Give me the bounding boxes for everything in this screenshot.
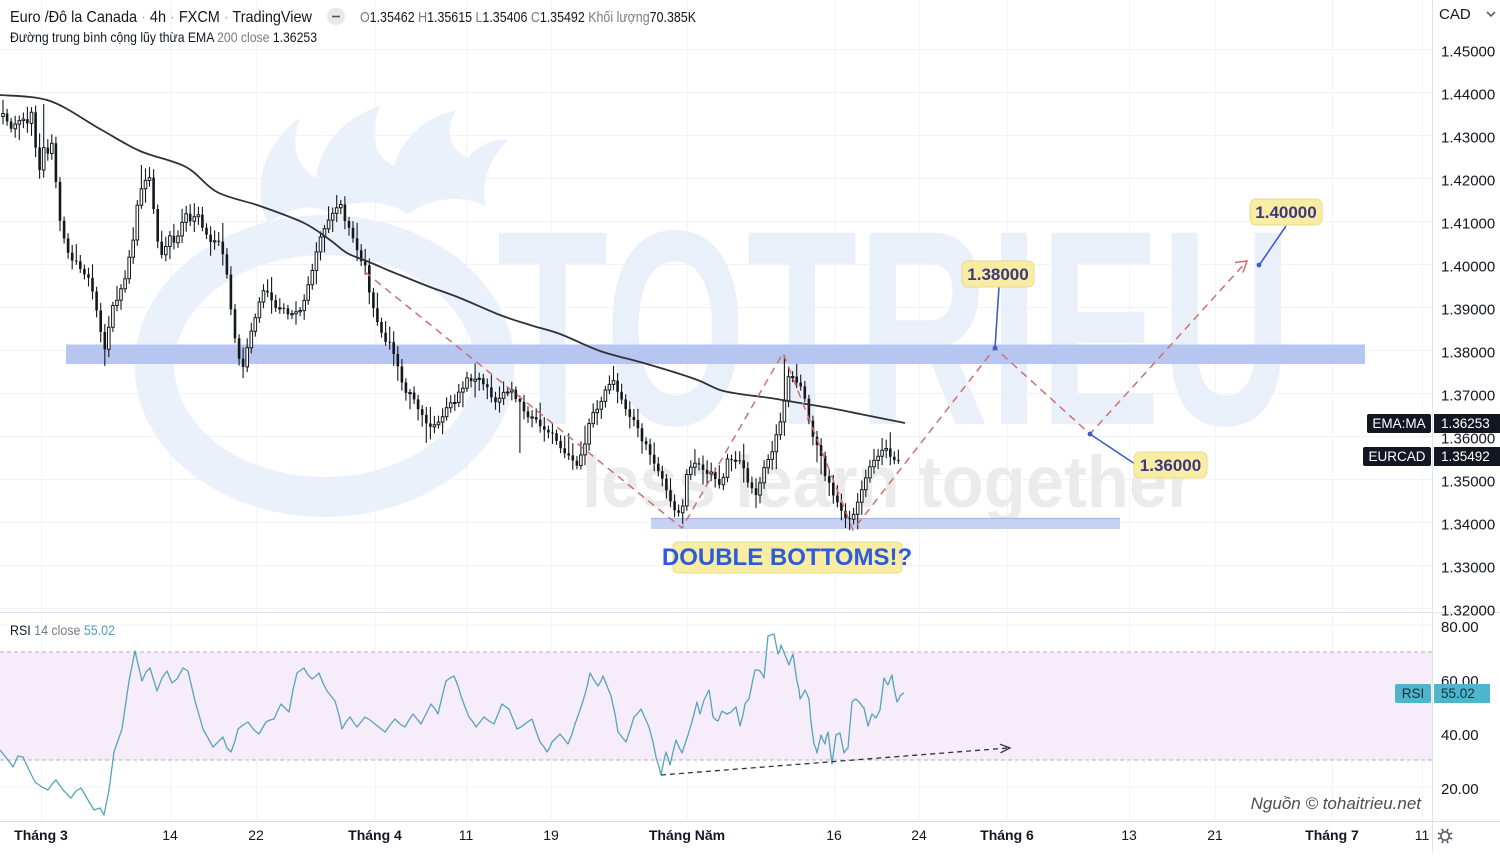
svg-text:Tháng 4: Tháng 4 — [348, 827, 402, 843]
svg-text:less learn together: less learn together — [582, 442, 1194, 523]
svg-text:24: 24 — [911, 827, 927, 843]
svg-text:RSI: RSI — [1402, 686, 1425, 701]
svg-text:Euro /Đô la Canada · 4h · FXCM: Euro /Đô la Canada · 4h · FXCM · Trading… — [10, 9, 312, 26]
svg-text:11: 11 — [459, 827, 474, 843]
svg-text:11: 11 — [1415, 827, 1430, 843]
svg-text:Đường trung bình cộng lũy thừa: Đường trung bình cộng lũy thừa EMA 200 c… — [10, 29, 317, 45]
svg-text:1.36000: 1.36000 — [1441, 431, 1495, 448]
svg-text:EURCAD: EURCAD — [1368, 449, 1425, 464]
svg-text:40.00: 40.00 — [1441, 727, 1479, 744]
svg-text:1.44000: 1.44000 — [1441, 87, 1495, 104]
svg-text:1.38000: 1.38000 — [967, 265, 1028, 284]
svg-text:1.33000: 1.33000 — [1441, 560, 1495, 577]
svg-text:1.34000: 1.34000 — [1441, 517, 1495, 534]
svg-text:13: 13 — [1121, 827, 1137, 843]
svg-text:1.40000: 1.40000 — [1255, 203, 1316, 222]
svg-text:1.40000: 1.40000 — [1441, 259, 1495, 276]
svg-text:20.00: 20.00 — [1441, 781, 1479, 798]
svg-text:19: 19 — [543, 827, 559, 843]
svg-text:1.37000: 1.37000 — [1441, 388, 1495, 405]
svg-text:RSI 14 close 55.02: RSI 14 close 55.02 — [10, 622, 115, 638]
svg-text:Tháng 3: Tháng 3 — [14, 827, 68, 843]
svg-text:CAD: CAD — [1439, 6, 1471, 23]
svg-text:1.36253: 1.36253 — [1441, 416, 1490, 431]
svg-text:O1.35462 H1.35615 L1.35406 C1.: O1.35462 H1.35615 L1.35406 C1.35492 Khối… — [360, 9, 696, 26]
svg-text:14: 14 — [162, 827, 178, 843]
svg-text:1.35000: 1.35000 — [1441, 474, 1495, 491]
svg-text:1.39000: 1.39000 — [1441, 302, 1495, 319]
svg-text:1.38000: 1.38000 — [1441, 345, 1495, 362]
svg-text:21: 21 — [1207, 827, 1223, 843]
svg-text:1.42000: 1.42000 — [1441, 173, 1495, 190]
svg-text:Tháng 6: Tháng 6 — [980, 827, 1034, 843]
svg-text:55.02: 55.02 — [1441, 686, 1475, 701]
svg-text:16: 16 — [826, 827, 842, 843]
svg-text:80.00: 80.00 — [1441, 619, 1479, 636]
svg-text:DOUBLE BOTTOMS!?: DOUBLE BOTTOMS!? — [662, 544, 912, 571]
svg-text:22: 22 — [248, 827, 264, 843]
svg-text:Tháng Năm: Tháng Năm — [649, 827, 725, 843]
svg-text:1.45000: 1.45000 — [1441, 44, 1495, 61]
svg-text:1.43000: 1.43000 — [1441, 130, 1495, 147]
svg-text:1.32000: 1.32000 — [1441, 603, 1495, 620]
svg-text:1.41000: 1.41000 — [1441, 216, 1495, 233]
svg-text:EMA:MA: EMA:MA — [1372, 416, 1425, 431]
svg-text:Nguồn © tohaitrieu.net: Nguồn © tohaitrieu.net — [1251, 794, 1423, 813]
svg-text:1.36000: 1.36000 — [1140, 456, 1201, 475]
svg-text:1.35492: 1.35492 — [1441, 449, 1490, 464]
svg-text:Tháng 7: Tháng 7 — [1305, 827, 1359, 843]
svg-text:TOTRIEU: TOTRIEU — [497, 172, 1292, 483]
